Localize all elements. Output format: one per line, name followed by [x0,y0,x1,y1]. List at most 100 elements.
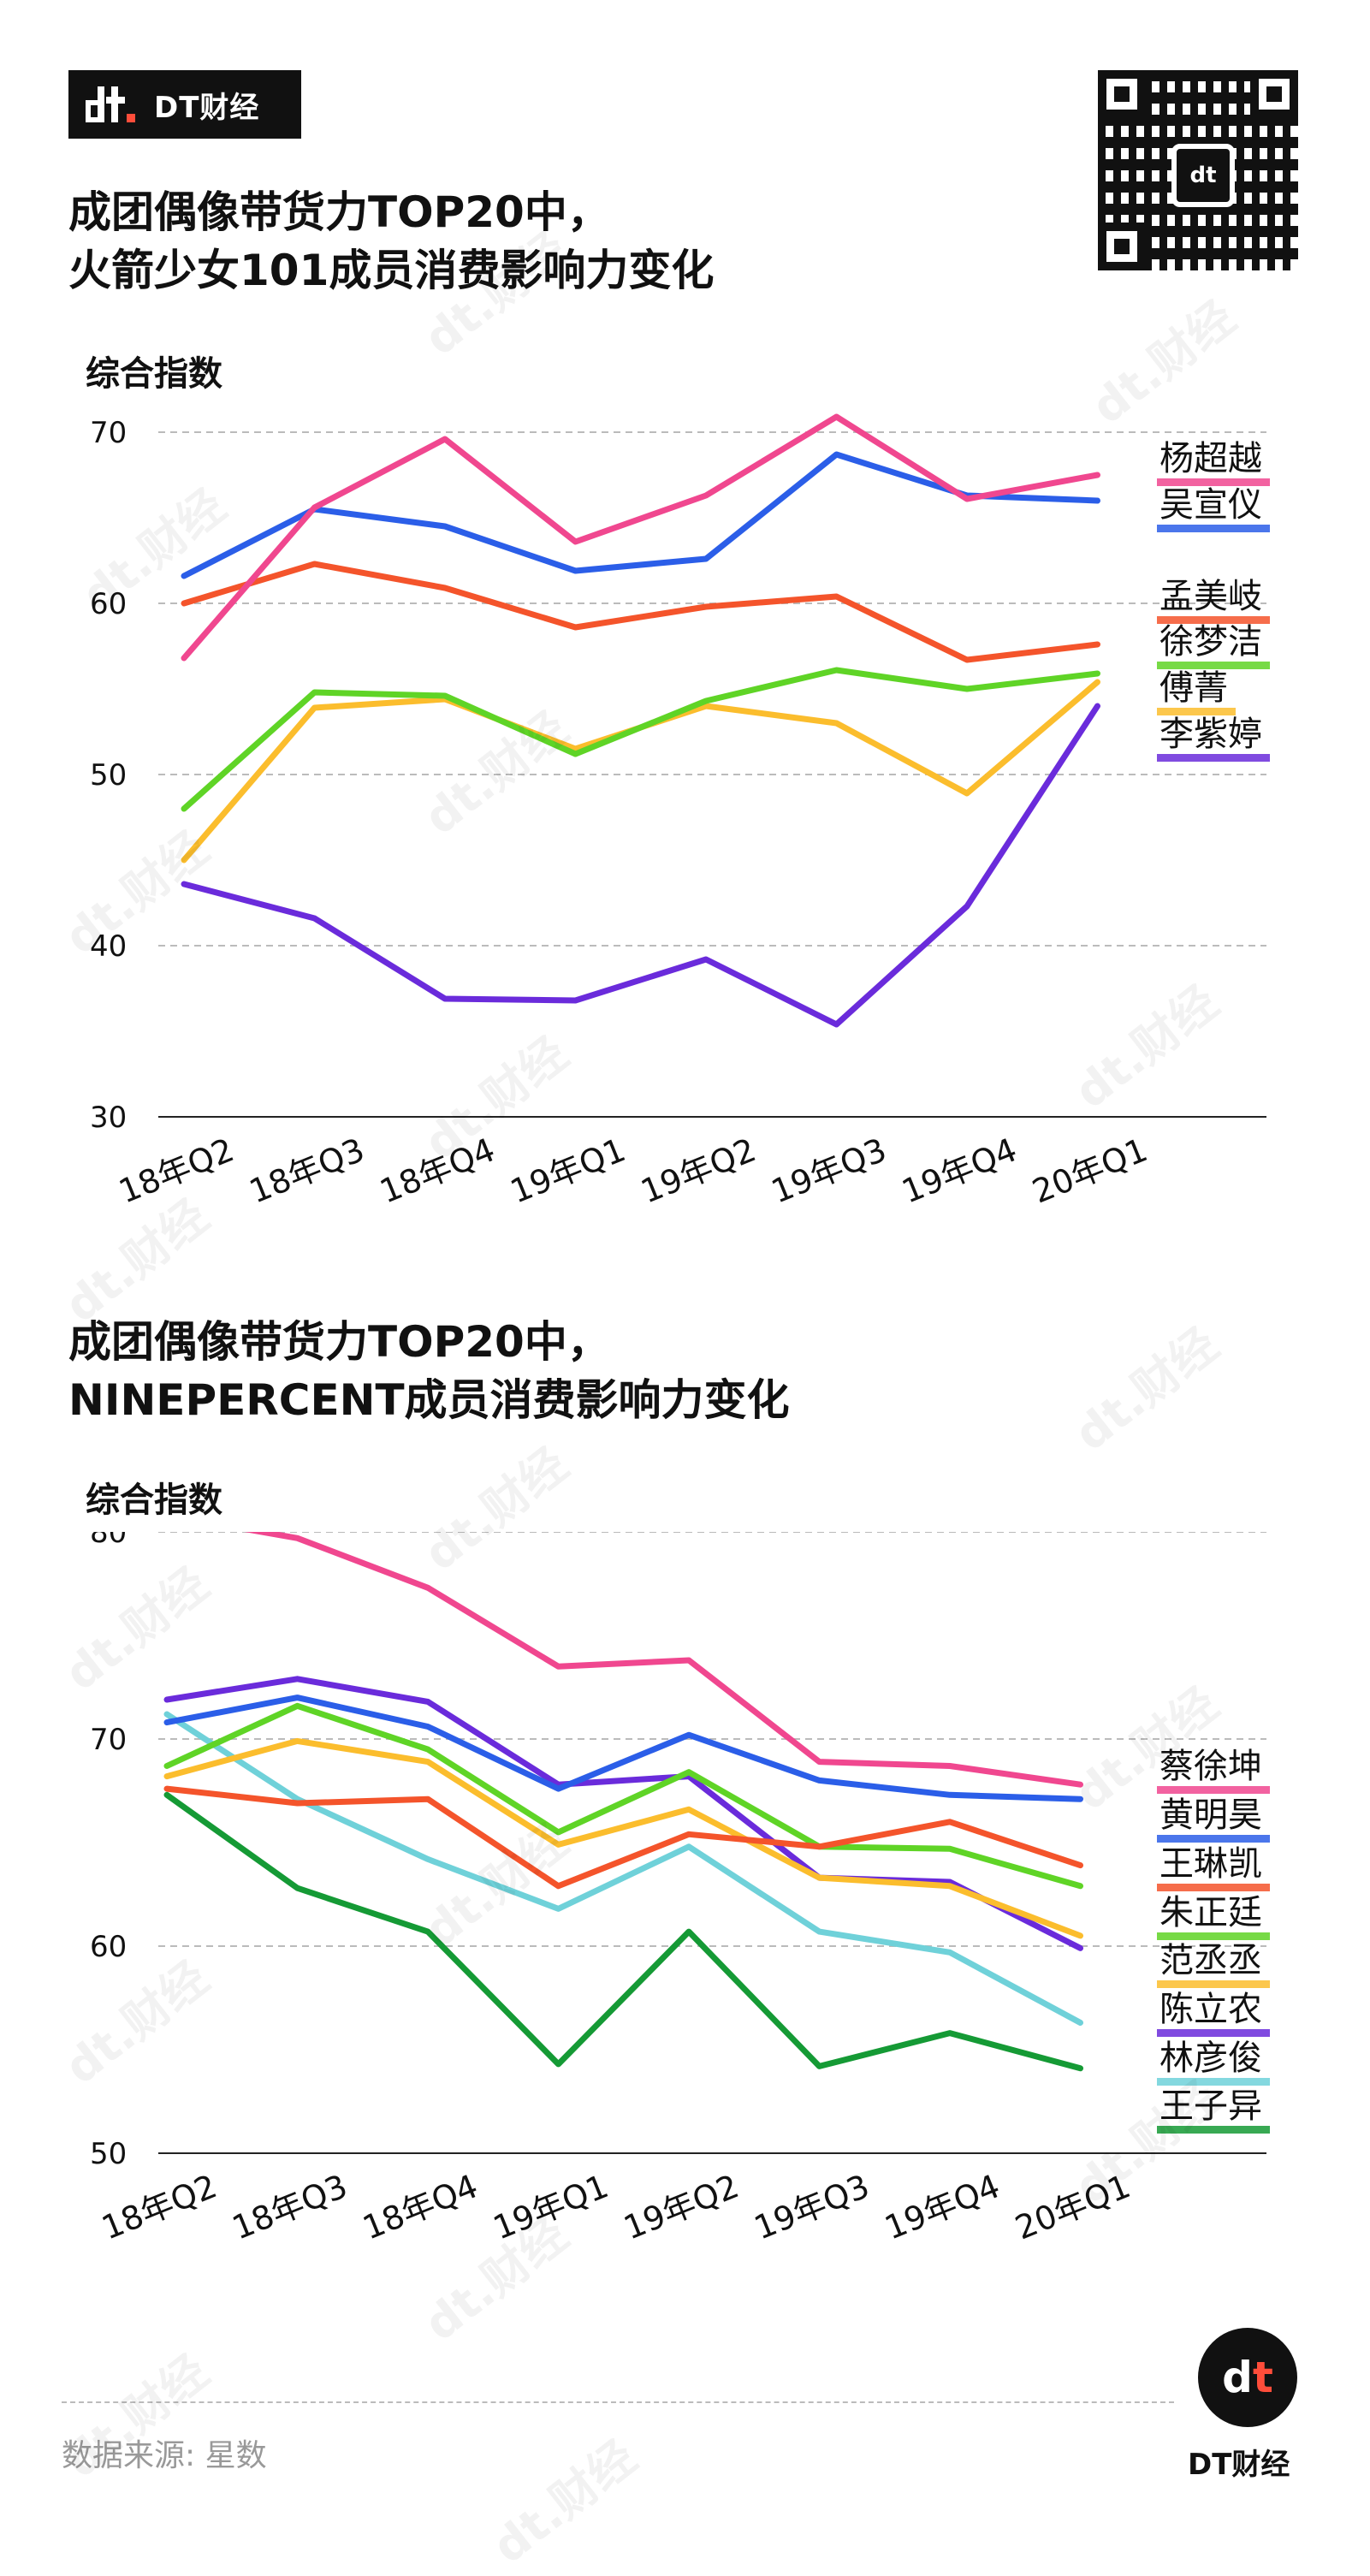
legend-label: 杨超越 [1159,439,1262,478]
x-tick-label: 18年Q2 [114,1131,240,1210]
chart2-title: 成团偶像带货力TOP20中， NINEPERCENT成员消费影响力变化 [68,1313,790,1429]
series-line [244,1532,1083,1788]
y-tick-label: 40 [90,929,127,964]
legend-label: 徐梦洁 [1159,622,1262,662]
chart2-line-chart: 50 60 70 80 18年Q2 18年Q3 18年Q4 19年Q1 19年Q2 19年Q3 19… [90,1532,1270,2247]
series-line [163,1676,1083,1951]
legend-swatch [1157,2078,1270,2086]
x-tick-label: 19年Q3 [766,1131,892,1210]
qr-finder-icon [1098,223,1146,270]
data-source: 数据来源: 星数 [62,2438,267,2473]
x-tick-label: 19年Q4 [897,1131,1023,1210]
brand-logo: DT财经 [68,70,301,139]
x-tick-label: 20年Q1 [1010,2167,1136,2247]
legend-item: 徐梦洁 [1157,622,1270,669]
chart2-title-line1: 成团偶像带货力TOP20中， [68,1317,610,1367]
x-tick-label: 20年Q1 [1027,1131,1153,1210]
legend-item: 李紫婷 [1157,715,1270,762]
legend-item: 蔡徐坤 [1157,1747,1270,1794]
legend-item: 范丞丞 [1157,1941,1270,1988]
legend-swatch [1157,1786,1270,1794]
legend-swatch [1157,1932,1270,1940]
x-tick-label: 19年Q4 [880,2167,1005,2247]
chart1-line-chart: 30 40 50 60 70 18年Q2 18年Q3 18年Q4 19年Q1 19年Q2 19年Q3… [90,413,1270,1211]
y-tick-label: 80 [90,1532,127,1550]
series-line [181,703,1100,1028]
legend-swatch [1157,1884,1270,1891]
chart1-title: 成团偶像带货力TOP20中， 火箭少女101成员消费影响力变化 [68,183,714,300]
x-tick-label: 19年Q2 [619,2167,744,2247]
x-tick-label: 18年Q3 [244,1131,370,1210]
legend-label: 傅菁 [1159,668,1228,708]
legend-swatch [1157,1835,1270,1843]
x-tick-label: 18年Q4 [358,2167,483,2247]
y-tick-label: 70 [90,416,127,450]
series-line [181,413,1100,662]
legend-label: 李紫婷 [1159,715,1262,754]
series-line [163,1711,1083,2026]
legend-item: 杨超越 [1157,439,1270,486]
legend-label: 林彦俊 [1159,2039,1262,2078]
x-tick-label: 19年Q1 [488,2167,614,2247]
y-tick-label: 70 [90,1723,127,1757]
legend-item: 黄明昊 [1157,1795,1270,1843]
legend-label: 孟美岐 [1159,577,1262,616]
watermark-text: dt.财经 [1065,1317,1229,1462]
series-line [163,1702,1083,1890]
legend-item: 王琳凯 [1157,1844,1270,1891]
legend-label: 王子异 [1159,2086,1262,2126]
x-tick-label: 19年Q1 [505,1131,631,1210]
y-tick-label: 50 [90,2137,127,2171]
legend-label: 陈立农 [1159,1990,1262,2029]
chart1-title-line1: 成团偶像带货力TOP20中， [68,187,610,237]
y-tick-label: 60 [90,587,127,621]
legend-swatch [1157,616,1270,624]
series-line [181,667,1100,812]
x-tick-label: 19年Q2 [636,1131,762,1210]
legend-swatch [1157,2029,1270,2037]
qr-code-icon: dt [1098,70,1298,270]
chart2-y-axis-label: 综合指数 [86,1481,222,1520]
legend-label: 朱正廷 [1159,1893,1262,1932]
legend-swatch [1157,662,1270,669]
qr-finder-icon [1250,70,1298,118]
legend-swatch [1157,754,1270,762]
qr-finder-icon [1098,70,1146,118]
legend-item: 吴宣仪 [1157,485,1270,532]
dt-logo-icon [86,86,135,122]
qr-center-logo: dt [1171,144,1235,207]
legend-item: 陈立农 [1157,1990,1270,2037]
legend-swatch [1157,1980,1270,1988]
series-line [163,1785,1083,1890]
legend-item: 林彦俊 [1157,2039,1270,2086]
legend-item: 朱正廷 [1157,1893,1270,1940]
y-tick-label: 30 [90,1101,127,1135]
x-tick-label: 18年Q4 [375,1131,501,1210]
legend-label: 范丞丞 [1159,1941,1262,1980]
legend-item: 傅菁 [1157,668,1236,715]
x-tick-label: 19年Q3 [749,2167,875,2247]
brand-name: DT财经 [154,90,260,125]
legend-swatch [1157,478,1270,486]
legend-label: 吴宣仪 [1159,485,1262,525]
legend-label: 王琳凯 [1159,1844,1262,1884]
series-line [181,561,1100,663]
series-line [163,1695,1083,1802]
y-tick-label: 50 [90,758,127,792]
chart1-title-line2: 火箭少女101成员消费影响力变化 [68,246,715,295]
legend-label: 黄明昊 [1159,1795,1262,1835]
watermark-text: dt.财经 [483,2430,647,2574]
footer-divider [62,2401,1174,2403]
x-tick-label: 18年Q2 [97,2167,222,2247]
series-line [181,451,1100,579]
series-line [163,1791,1083,2072]
legend-swatch [1157,2126,1270,2134]
legend-swatch [1157,708,1236,715]
series-line [181,679,1100,864]
chart1-y-axis-label: 综合指数 [86,354,222,394]
legend-item: 孟美岐 [1157,577,1270,624]
y-tick-label: 60 [90,1930,127,1964]
footer-brand-name: DT财经 [1188,2448,1290,2482]
legend-item: 王子异 [1157,2086,1270,2134]
